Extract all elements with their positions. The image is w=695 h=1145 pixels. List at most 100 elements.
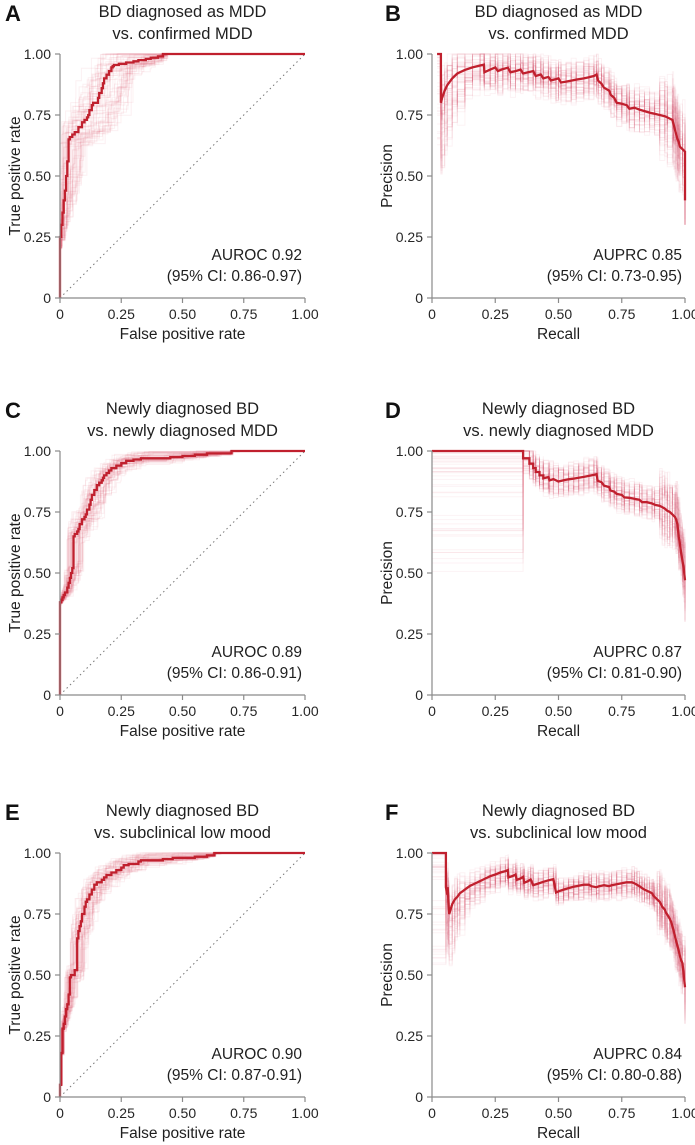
svg-text:0.75: 0.75	[396, 906, 423, 922]
svg-text:1.00: 1.00	[24, 46, 51, 62]
svg-text:0.75: 0.75	[608, 1105, 635, 1121]
svg-text:0.25: 0.25	[24, 1028, 51, 1044]
svg-text:1.00: 1.00	[396, 46, 423, 62]
svg-text:0.75: 0.75	[230, 306, 257, 322]
metric-ci: (95% CI: 0.81-0.90)	[546, 665, 682, 682]
svg-text:0: 0	[428, 1105, 436, 1121]
svg-text:0.25: 0.25	[482, 703, 509, 719]
panel-title-line1: BD diagnosed as MDD	[474, 3, 643, 21]
metric-annotation: AUPRC 0.87 (95% CI: 0.81-0.90)	[432, 642, 682, 684]
panel-letter: F	[385, 800, 399, 825]
x-axis-label: Recall	[536, 723, 581, 740]
svg-text:0.25: 0.25	[108, 306, 135, 322]
svg-text:0.75: 0.75	[24, 107, 51, 123]
metric-annotation: AUPRC 0.85 (95% CI: 0.73-0.95)	[432, 245, 682, 287]
svg-text:0.75: 0.75	[230, 703, 257, 719]
panel-a-roc: A BD diagnosed as MDD vs. confirmed MDD …	[0, 0, 347, 380]
svg-text:1.00: 1.00	[671, 1105, 695, 1121]
metric-ci: (95% CI: 0.86-0.97)	[166, 268, 302, 285]
svg-text:1.00: 1.00	[671, 306, 695, 322]
svg-text:0.25: 0.25	[482, 306, 509, 322]
panel-title-line2: vs. newly diagnosed MDD	[463, 422, 654, 440]
svg-text:0: 0	[56, 703, 64, 719]
svg-text:0: 0	[415, 290, 423, 306]
metric-annotation: AUROC 0.90 (95% CI: 0.87-0.91)	[60, 1044, 302, 1086]
svg-text:0.75: 0.75	[608, 703, 635, 719]
panel-letter: E	[5, 800, 20, 825]
metric-ci: (95% CI: 0.80-0.88)	[546, 1067, 682, 1084]
svg-text:0.25: 0.25	[482, 1105, 509, 1121]
svg-text:0: 0	[43, 687, 51, 703]
svg-text:0.25: 0.25	[108, 703, 135, 719]
panel-title: Newly diagnosed BD vs. subclinical low m…	[48, 800, 318, 844]
panel-e-roc: E Newly diagnosed BD vs. subclinical low…	[0, 765, 347, 1145]
panel-f-pr: F Newly diagnosed BD vs. subclinical low…	[348, 765, 695, 1145]
svg-text:0.25: 0.25	[24, 626, 51, 642]
svg-text:0.50: 0.50	[24, 168, 51, 184]
svg-text:1.00: 1.00	[291, 703, 318, 719]
panel-title: Newly diagnosed BD vs. newly diagnosed M…	[424, 398, 694, 442]
x-axis-label: Recall	[536, 1125, 581, 1142]
panel-letter: A	[5, 1, 21, 26]
svg-text:1.00: 1.00	[24, 845, 51, 861]
svg-text:0.50: 0.50	[24, 967, 51, 983]
roc-plot: 0 0.25 0.50 0.75 1.00 0 0.25 0.50 0.75 1.00	[24, 845, 319, 1121]
svg-text:0: 0	[415, 687, 423, 703]
svg-text:0: 0	[428, 306, 436, 322]
svg-text:0.25: 0.25	[396, 1028, 423, 1044]
metric-value: AUROC 0.89	[211, 644, 302, 661]
svg-text:0.50: 0.50	[24, 565, 51, 581]
svg-text:0.25: 0.25	[396, 229, 423, 245]
svg-text:1.00: 1.00	[671, 703, 695, 719]
svg-text:0.50: 0.50	[396, 168, 423, 184]
svg-text:0.50: 0.50	[545, 1105, 572, 1121]
panel-letter: D	[385, 398, 401, 423]
svg-text:0: 0	[415, 1089, 423, 1105]
panel-title-line1: Newly diagnosed BD	[481, 400, 636, 418]
svg-text:0.50: 0.50	[545, 306, 572, 322]
metric-value: AUROC 0.92	[211, 247, 302, 264]
metric-annotation: AUROC 0.92 (95% CI: 0.86-0.97)	[60, 245, 302, 287]
svg-text:0: 0	[43, 1089, 51, 1105]
panel-c-roc: C Newly diagnosed BD vs. newly diagnosed…	[0, 380, 347, 765]
panel-letter: C	[5, 398, 21, 423]
panel-title-line2: vs. subclinical low mood	[94, 824, 271, 842]
svg-text:0.25: 0.25	[24, 229, 51, 245]
svg-text:0.25: 0.25	[108, 1105, 135, 1121]
svg-text:0.75: 0.75	[24, 906, 51, 922]
panel-title-line1: BD diagnosed as MDD	[98, 3, 267, 21]
svg-text:1.00: 1.00	[291, 1105, 318, 1121]
panel-title-line2: vs. subclinical low mood	[470, 824, 647, 842]
svg-text:0.75: 0.75	[396, 504, 423, 520]
metric-value: AUPRC 0.87	[593, 644, 682, 661]
pr-plot: 0 0.25 0.50 0.75 1.00 0 0.25 0.50 0.75 1.00	[396, 46, 695, 322]
panel-b-pr: B BD diagnosed as MDD vs. confirmed MDD …	[348, 0, 695, 380]
roc-plot: 0 0.25 0.50 0.75 1.00 0 0.25 0.50 0.75 1.00	[24, 46, 319, 322]
panel-title-line1: Newly diagnosed BD	[105, 802, 260, 820]
metric-annotation: AUPRC 0.84 (95% CI: 0.80-0.88)	[432, 1044, 682, 1086]
metric-value: AUPRC 0.84	[593, 1046, 682, 1063]
metric-value: AUROC 0.90	[211, 1046, 302, 1063]
metric-annotation: AUROC 0.89 (95% CI: 0.86-0.91)	[60, 642, 302, 684]
panel-title-line2: vs. confirmed MDD	[112, 25, 253, 43]
panel-title: Newly diagnosed BD vs. newly diagnosed M…	[48, 398, 318, 442]
svg-text:1.00: 1.00	[24, 443, 51, 459]
svg-text:0: 0	[428, 703, 436, 719]
svg-text:0.75: 0.75	[608, 306, 635, 322]
svg-text:0.50: 0.50	[545, 703, 572, 719]
panel-title: Newly diagnosed BD vs. subclinical low m…	[424, 800, 694, 844]
svg-text:0.75: 0.75	[396, 107, 423, 123]
svg-text:0.50: 0.50	[169, 306, 196, 322]
panel-title-line2: vs. confirmed MDD	[488, 25, 629, 43]
svg-text:1.00: 1.00	[291, 306, 318, 322]
svg-text:1.00: 1.00	[396, 443, 423, 459]
panel-title: BD diagnosed as MDD vs. confirmed MDD	[48, 1, 318, 45]
metric-ci: (95% CI: 0.73-0.95)	[546, 268, 682, 285]
metric-value: AUPRC 0.85	[593, 247, 682, 264]
svg-text:0.75: 0.75	[24, 504, 51, 520]
svg-text:1.00: 1.00	[396, 845, 423, 861]
svg-text:0: 0	[56, 306, 64, 322]
svg-text:0: 0	[56, 1105, 64, 1121]
metric-ci: (95% CI: 0.86-0.91)	[166, 665, 302, 682]
